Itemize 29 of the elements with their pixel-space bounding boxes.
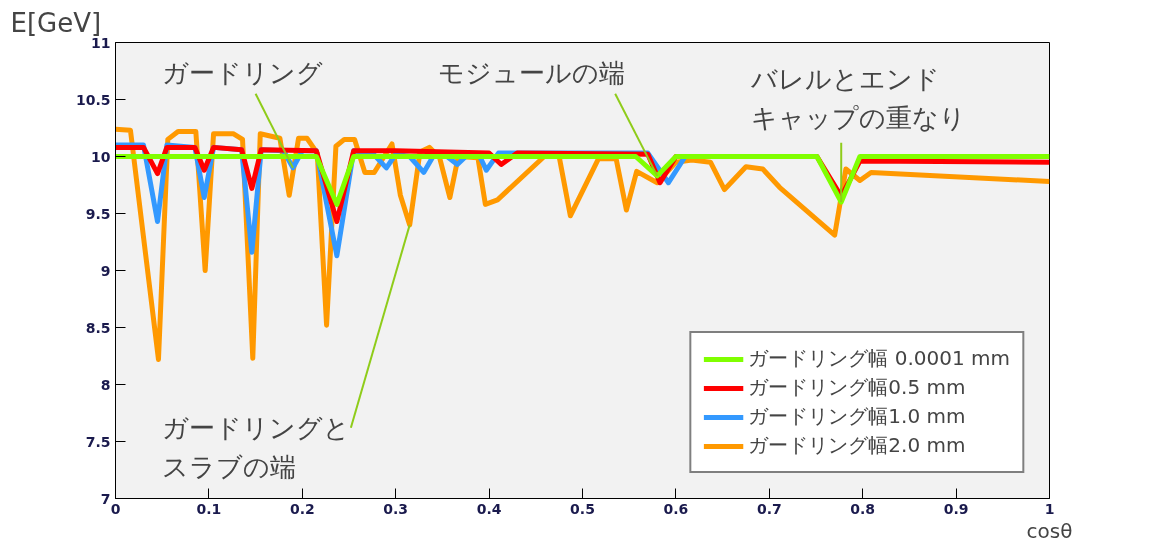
annotation: ガードリング — [162, 58, 324, 89]
x-tick-label: 0.6 — [663, 500, 689, 517]
chart-title: E[GeV] — [10, 7, 102, 38]
y-tick-label: 9.5 — [85, 205, 111, 222]
legend-label: ガードリング幅2.0 mm — [748, 432, 966, 459]
x-tick-label: 0 — [110, 500, 121, 517]
x-tick-label: 0.4 — [476, 500, 502, 517]
x-tick-label: 0.7 — [756, 500, 782, 517]
x-tick-label: 0.1 — [196, 500, 222, 517]
y-tick-label: 9 — [100, 262, 111, 279]
y-tick-label: 7.5 — [85, 433, 111, 450]
y-tick-label: 10.5 — [75, 91, 111, 108]
x-tick-label: 0.9 — [943, 500, 969, 517]
annotation: バレルとエンドキャップの重なり — [749, 63, 966, 133]
y-tick-label: 10 — [91, 148, 111, 165]
y-tick-label: 8 — [100, 376, 111, 393]
x-tick-label: 0.8 — [850, 500, 876, 517]
x-tick-label: 1 — [1044, 500, 1055, 517]
annotation: モジュールの端 — [437, 58, 625, 89]
x-axis-title: cosθ — [1026, 518, 1073, 543]
x-tick-label: 0.2 — [289, 500, 315, 517]
legend-label: ガードリング幅 0.0001 mm — [748, 345, 1010, 372]
legend-label: ガードリング幅0.5 mm — [748, 374, 966, 401]
x-tick-label: 0.3 — [383, 500, 409, 517]
legend-label: ガードリング幅1.0 mm — [748, 403, 966, 430]
annotation: ガードリングとスラブの端 — [162, 412, 351, 482]
y-tick-label: 7 — [100, 490, 111, 507]
y-tick-label: 8.5 — [85, 319, 111, 336]
x-tick-label: 0.5 — [570, 500, 595, 517]
